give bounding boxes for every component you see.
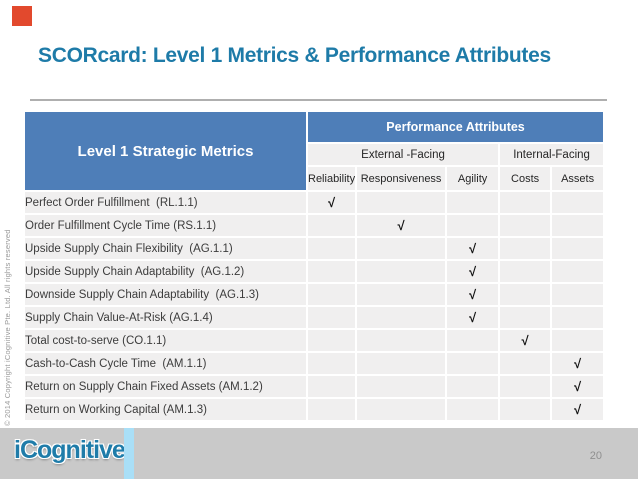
metric-cell: Return on Supply Chain Fixed Assets (AM.… xyxy=(23,374,308,399)
table-row: Upside Supply Chain Flexibility (AG.1.1)… xyxy=(23,236,606,261)
check-cell xyxy=(305,282,358,307)
check-cell xyxy=(445,190,501,215)
check-cell xyxy=(355,236,448,261)
metric-cell: Return on Working Capital (AM.1.3) xyxy=(23,397,308,422)
column-header-reliability: Reliability xyxy=(305,165,358,192)
check-cell xyxy=(355,190,448,215)
check-cell xyxy=(445,213,501,238)
check-cell: √ xyxy=(305,190,358,215)
check-cell: √ xyxy=(445,305,501,330)
check-cell xyxy=(498,282,553,307)
check-cell: √ xyxy=(355,213,448,238)
table-row: Upside Supply Chain Adaptability (AG.1.2… xyxy=(23,259,606,284)
check-cell xyxy=(305,305,358,330)
metric-cell: Downside Supply Chain Adaptability (AG.1… xyxy=(23,282,308,307)
check-cell xyxy=(550,190,606,215)
check-cell xyxy=(355,305,448,330)
check-cell xyxy=(550,213,606,238)
metric-cell: Upside Supply Chain Adaptability (AG.1.2… xyxy=(23,259,308,284)
footer-accent-bar xyxy=(124,428,134,479)
check-cell xyxy=(305,236,358,261)
check-cell xyxy=(550,259,606,284)
check-cell: √ xyxy=(445,259,501,284)
group-header-internal: Internal-Facing xyxy=(498,142,606,167)
check-cell xyxy=(498,236,553,261)
check-cell: √ xyxy=(550,397,606,422)
check-cell xyxy=(305,213,358,238)
check-cell xyxy=(355,374,448,399)
table-body: Perfect Order Fulfillment (RL.1.1) √ Order… xyxy=(23,190,606,422)
scorcard-table: Level 1 Strategic Metrics Performance At… xyxy=(23,110,606,422)
column-header-agility: Agility xyxy=(445,165,501,192)
table-row: Return on Supply Chain Fixed Assets (AM.… xyxy=(23,374,606,399)
page-title: SCORcard: Level 1 Metrics & Performance … xyxy=(38,44,551,67)
title-divider xyxy=(30,99,607,101)
check-cell xyxy=(305,351,358,376)
column-header-assets: Assets xyxy=(550,165,606,192)
check-cell xyxy=(445,397,501,422)
copyright-vertical-text: © 2014 Copyright iCognitive Pte. Ltd. Al… xyxy=(3,229,12,426)
table-row: Perfect Order Fulfillment (RL.1.1) √ xyxy=(23,190,606,215)
check-cell xyxy=(550,282,606,307)
level1-metrics-header: Level 1 Strategic Metrics xyxy=(23,110,308,192)
metric-cell: Total cost-to-serve (CO.1.1) xyxy=(23,328,308,353)
table-row: Return on Working Capital (AM.1.3) √ xyxy=(23,397,606,422)
footer-bar: iCognitive 20 xyxy=(0,428,638,479)
check-cell xyxy=(498,259,553,284)
table-row: Cash-to-Cash Cycle Time (AM.1.1) √ xyxy=(23,351,606,376)
check-cell: √ xyxy=(550,374,606,399)
check-cell xyxy=(498,190,553,215)
check-cell xyxy=(355,282,448,307)
check-cell xyxy=(498,305,553,330)
metric-cell: Upside Supply Chain Flexibility (AG.1.1) xyxy=(23,236,308,261)
check-cell xyxy=(355,397,448,422)
column-header-responsiveness: Responsiveness xyxy=(355,165,448,192)
check-cell: √ xyxy=(550,351,606,376)
check-cell xyxy=(550,328,606,353)
check-cell xyxy=(355,328,448,353)
check-cell xyxy=(445,374,501,399)
check-cell: √ xyxy=(445,236,501,261)
check-cell xyxy=(305,328,358,353)
metric-cell: Order Fulfillment Cycle Time (RS.1.1) xyxy=(23,213,308,238)
table-header-row-1: Level 1 Strategic Metrics Performance At… xyxy=(23,110,606,192)
table-header-row-3: Reliability Responsiveness Agility Costs… xyxy=(24,165,606,192)
check-cell xyxy=(498,351,553,376)
performance-attributes-header: Performance Attributes xyxy=(305,110,606,144)
check-cell xyxy=(305,374,358,399)
check-cell: √ xyxy=(498,328,553,353)
table-header-row-2: External -Facing Internal-Facing xyxy=(24,142,606,167)
check-cell xyxy=(550,236,606,261)
check-cell xyxy=(498,374,553,399)
metric-cell: Perfect Order Fulfillment (RL.1.1) xyxy=(23,190,308,215)
table-row: Order Fulfillment Cycle Time (RS.1.1) √ xyxy=(23,213,606,238)
table-row: Total cost-to-serve (CO.1.1) √ xyxy=(23,328,606,353)
check-cell xyxy=(498,213,553,238)
check-cell xyxy=(355,259,448,284)
check-cell: √ xyxy=(445,282,501,307)
table-row: Downside Supply Chain Adaptability (AG.1… xyxy=(23,282,606,307)
check-cell xyxy=(498,397,553,422)
check-cell xyxy=(445,351,501,376)
table-row: Supply Chain Value-At-Risk (AG.1.4) √ xyxy=(23,305,606,330)
check-cell xyxy=(445,328,501,353)
page-number: 20 xyxy=(589,450,602,462)
check-cell xyxy=(305,259,358,284)
metric-cell: Supply Chain Value-At-Risk (AG.1.4) xyxy=(23,305,308,330)
accent-square xyxy=(12,6,32,26)
column-header-costs: Costs xyxy=(498,165,553,192)
check-cell xyxy=(355,351,448,376)
check-cell xyxy=(550,305,606,330)
check-cell xyxy=(305,397,358,422)
metric-cell: Cash-to-Cash Cycle Time (AM.1.1) xyxy=(23,351,308,376)
group-header-external: External -Facing xyxy=(305,142,501,167)
icognitive-logo: iCognitive xyxy=(14,436,126,464)
